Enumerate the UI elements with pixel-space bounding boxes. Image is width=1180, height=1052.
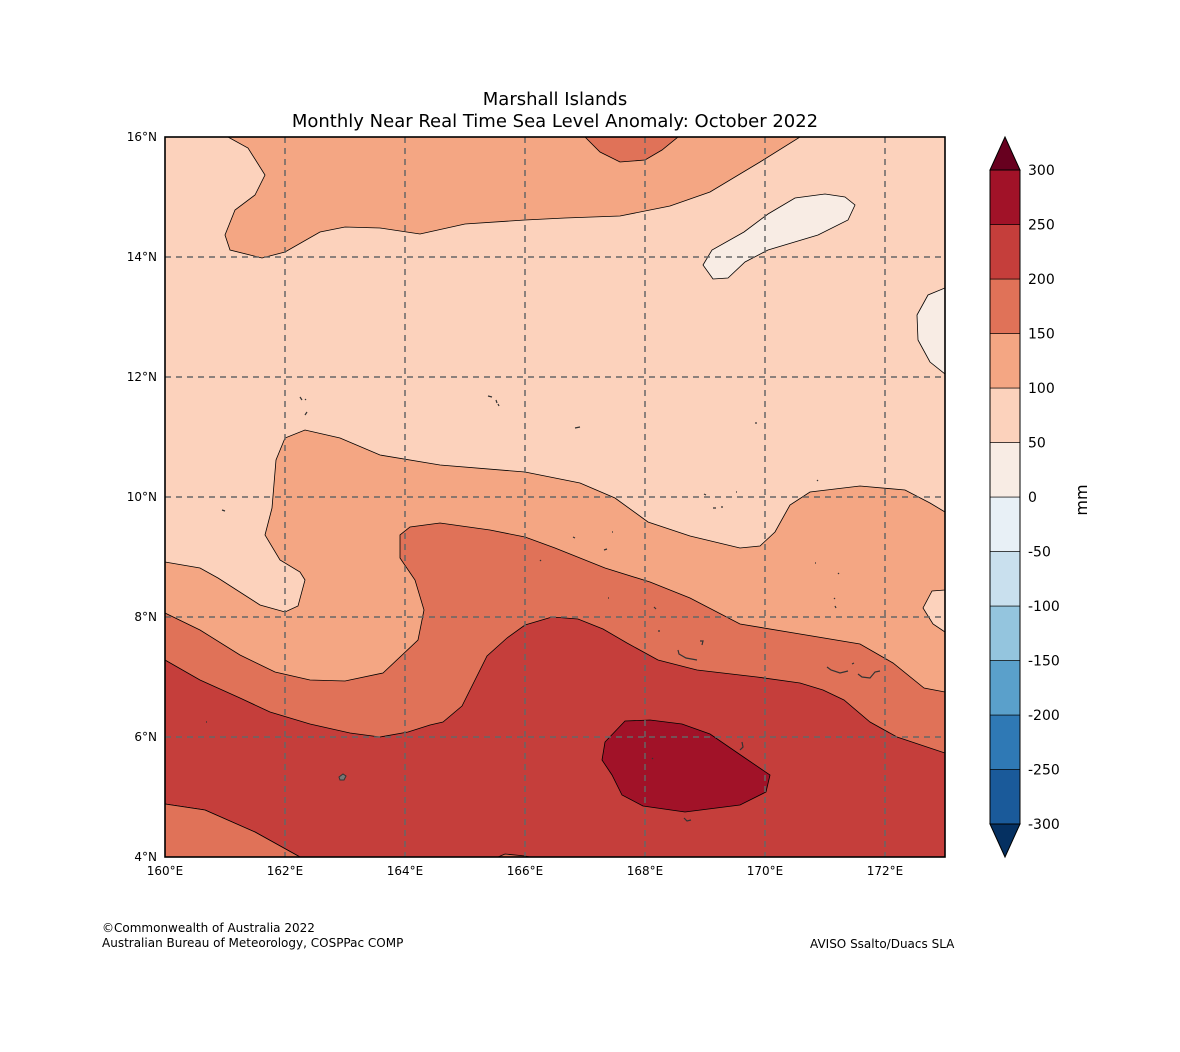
y-tick-label: 8°N	[134, 610, 157, 624]
anomaly-zone-250-300	[601, 719, 771, 813]
colorbar-swatch	[989, 333, 1021, 389]
colorbar-swatch	[989, 278, 1021, 334]
x-tick-label: 162°E	[267, 864, 304, 878]
colorbar-swatch	[989, 442, 1021, 498]
colorbar-unit-label: mm	[1072, 484, 1091, 515]
colorbar-under-arrow	[989, 823, 1021, 859]
colorbar-tick-label: -50	[1028, 545, 1051, 561]
colorbar-tick-label: 200	[1028, 272, 1055, 288]
map-panel	[165, 137, 945, 857]
colorbar: -300 -250 -200 -150 -100 -50 0 50 100 150 200 250 30…	[989, 135, 1091, 859]
x-tick-label: 168°E	[627, 864, 664, 878]
map-gridlines	[165, 137, 945, 857]
y-axis-ticks: 4°N 6°N 8°N 10°N 12°N 14°N 16°N	[127, 130, 157, 864]
y-tick-label: 16°N	[127, 130, 157, 144]
x-tick-label: 170°E	[747, 864, 784, 878]
anomaly-zone-0-50-east	[916, 287, 945, 375]
y-tick-label: 14°N	[127, 250, 157, 264]
map-frame	[164, 136, 946, 858]
colorbar-tick-label: -250	[1028, 763, 1060, 779]
x-tick-label: 160°E	[147, 864, 184, 878]
anomaly-zone-100-150-north	[224, 137, 801, 259]
y-tick-label: 6°N	[134, 730, 157, 744]
island-outlines	[206, 395, 881, 822]
figure-title-line1: Marshall Islands	[483, 89, 627, 110]
colorbar-frame	[989, 169, 1021, 825]
colorbar-tick-label: 300	[1028, 163, 1055, 179]
colorbar-swatch	[989, 169, 1021, 225]
x-tick-label: 166°E	[507, 864, 544, 878]
colorbar-tick-label: 100	[1028, 381, 1055, 397]
colorbar-tick-label: -100	[1028, 599, 1060, 615]
colorbar-tick-label: 50	[1028, 436, 1046, 452]
colorbar-swatch	[989, 224, 1021, 280]
colorbar-over-arrow	[989, 135, 1021, 171]
colorbar-tick-label: 250	[1028, 218, 1055, 234]
colorbar-swatch	[989, 714, 1021, 770]
x-tick-label: 164°E	[387, 864, 424, 878]
colorbar-swatch	[989, 660, 1021, 716]
data-source-text: AVISO Ssalto/Duacs SLA	[810, 937, 955, 951]
y-tick-label: 4°N	[134, 850, 157, 864]
colorbar-tick-label: 0	[1028, 490, 1037, 506]
anomaly-zone-150-200-southwest	[165, 803, 301, 857]
colorbar-tick-label: -200	[1028, 708, 1060, 724]
colorbar-swatch	[989, 769, 1021, 825]
x-axis-ticks: 160°E 162°E 164°E 166°E 168°E 170°E 172°E	[147, 864, 904, 878]
copyright-text: ©Commonwealth of Australia 2022	[102, 921, 315, 935]
y-tick-label: 12°N	[127, 370, 157, 384]
colorbar-swatch	[989, 605, 1021, 661]
y-tick-label: 10°N	[127, 490, 157, 504]
x-tick-label: 172°E	[867, 864, 904, 878]
colorbar-tick-label: -300	[1028, 817, 1060, 833]
colorbar-swatch	[989, 551, 1021, 607]
figure-title-line2: Monthly Near Real Time Sea Level Anomaly…	[292, 111, 818, 132]
agency-text: Australian Bureau of Meteorology, COSPPa…	[102, 936, 403, 950]
colorbar-tick-label: 150	[1028, 327, 1055, 343]
colorbar-swatch	[989, 496, 1021, 552]
colorbar-tick-label: -150	[1028, 654, 1060, 670]
colorbar-swatch	[989, 387, 1021, 443]
